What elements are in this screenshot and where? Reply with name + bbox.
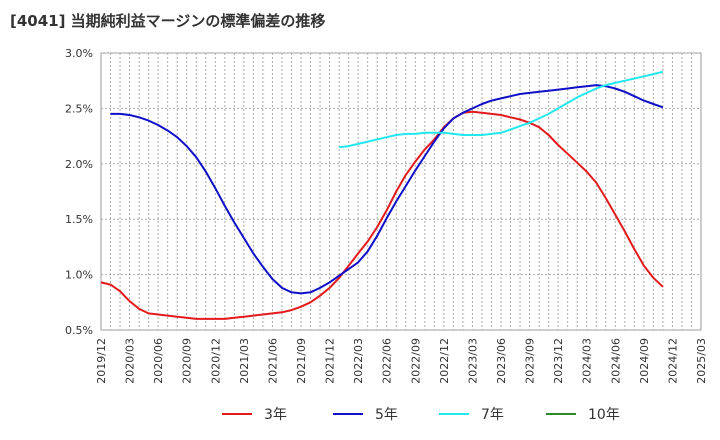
x-tick-label: 2024/12 — [666, 338, 679, 384]
y-tick-label: 2.5% — [65, 102, 93, 115]
x-tick-label: 2024/09 — [638, 338, 651, 384]
x-tick-label: 2022/06 — [381, 338, 394, 384]
x-tick-label: 2021/09 — [295, 338, 308, 384]
y-tick-label: 3.0% — [65, 47, 93, 60]
x-tick-label: 2022/09 — [409, 338, 422, 384]
x-tick-label: 2021/03 — [238, 338, 251, 384]
x-tick-label: 2023/03 — [466, 338, 479, 384]
x-tick-label: 2022/12 — [438, 338, 451, 384]
series-line — [338, 70, 664, 149]
x-axis: 2019/12 2020/03 2020/06 2020/09 2020/12 2021/… — [95, 338, 708, 384]
x-tick-label: 2025/03 — [695, 338, 708, 384]
y-axis: 0.5% 1.0% 1.5% 2.0% 2.5% 3.0% — [65, 47, 93, 337]
legend-label: 10年 — [588, 407, 620, 423]
x-tick-label: 2024/03 — [581, 338, 594, 384]
chart-title: [4041] 当期純利益マージンの標準偏差の推移 — [10, 12, 326, 30]
x-tick-label: 2020/12 — [209, 338, 222, 384]
gridlines — [101, 52, 701, 331]
y-tick-label: 1.0% — [65, 269, 93, 282]
x-tick-label: 2020/03 — [124, 338, 137, 384]
x-tick-label: 2021/06 — [266, 338, 279, 384]
legend: 3年 5年 7年 10年 — [222, 407, 620, 423]
plot-area — [100, 52, 702, 331]
series-line — [110, 84, 664, 295]
legend-label: 3年 — [264, 407, 287, 423]
x-tick-label: 2023/12 — [552, 338, 565, 384]
x-tick-label: 2024/06 — [609, 338, 622, 384]
y-tick-label: 0.5% — [65, 324, 93, 337]
legend-label: 5年 — [375, 407, 398, 423]
x-tick-label: 2021/12 — [324, 338, 337, 384]
series-lines — [100, 70, 664, 320]
legend-label: 7年 — [481, 407, 504, 423]
x-tick-label: 2019/12 — [95, 338, 108, 384]
x-tick-label: 2022/03 — [352, 338, 365, 384]
y-tick-label: 1.5% — [65, 213, 93, 226]
x-tick-label: 2020/06 — [152, 338, 165, 384]
x-tick-label: 2023/09 — [524, 338, 537, 384]
series-line — [100, 110, 664, 320]
y-tick-label: 2.0% — [65, 158, 93, 171]
x-tick-label: 2023/06 — [495, 338, 508, 384]
x-tick-label: 2020/09 — [181, 338, 194, 384]
